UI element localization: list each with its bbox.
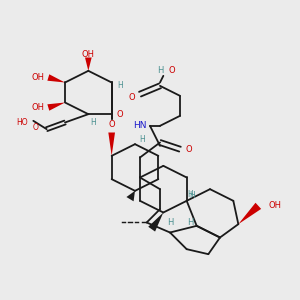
Text: OH: OH (32, 73, 45, 82)
Text: O: O (185, 145, 192, 154)
Text: H: H (189, 191, 194, 200)
Polygon shape (126, 191, 135, 201)
Polygon shape (108, 133, 115, 156)
Polygon shape (148, 212, 163, 232)
Text: O: O (32, 123, 38, 132)
Text: HO: HO (17, 118, 28, 127)
Text: OH: OH (82, 50, 95, 59)
Text: HN: HN (133, 121, 147, 130)
Text: H: H (139, 135, 145, 144)
Text: OH: OH (32, 103, 45, 112)
Text: H: H (187, 218, 193, 227)
Polygon shape (47, 74, 65, 83)
Text: O: O (108, 120, 115, 129)
Text: H: H (91, 118, 96, 127)
Text: O: O (168, 66, 175, 75)
Text: H: H (187, 190, 193, 199)
Text: OH: OH (268, 201, 281, 210)
Text: H: H (167, 218, 173, 227)
Polygon shape (47, 103, 65, 111)
Text: O: O (128, 93, 135, 102)
Polygon shape (238, 203, 261, 224)
Text: H: H (117, 81, 123, 90)
Text: O: O (117, 110, 123, 119)
Text: H: H (157, 66, 163, 75)
Polygon shape (85, 58, 92, 71)
